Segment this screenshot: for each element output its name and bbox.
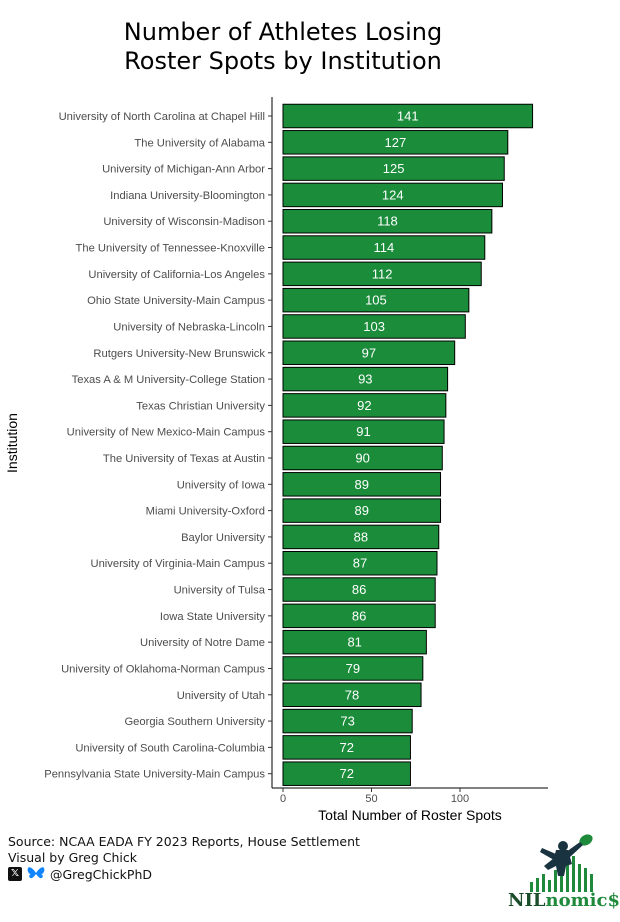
bar-value-label: 124 bbox=[382, 187, 404, 202]
bar-value-label: 78 bbox=[345, 687, 359, 702]
bar-value-label: 88 bbox=[354, 529, 368, 544]
bar bbox=[282, 603, 436, 629]
bar bbox=[282, 340, 456, 366]
bar-value-label: 118 bbox=[377, 214, 398, 229]
x-tick-label: 100 bbox=[451, 793, 469, 805]
y-tick-label: University of North Carolina at Chapel H… bbox=[59, 111, 265, 123]
bar-value-label: 141 bbox=[397, 109, 419, 124]
bar-value-label: 79 bbox=[346, 661, 360, 676]
bar-value-label: 103 bbox=[363, 319, 385, 334]
bar bbox=[282, 708, 413, 734]
y-tick-label: Georgia Southern University bbox=[124, 716, 265, 728]
x-tick-label: 50 bbox=[365, 793, 377, 805]
bar bbox=[282, 524, 440, 550]
x-axis-title: Total Number of Roster Spots bbox=[318, 807, 502, 823]
bar bbox=[282, 472, 442, 497]
y-tick-label: Pennsylvania State University-Main Campu… bbox=[44, 769, 265, 781]
y-tick-label: University of Virginia-Main Campus bbox=[90, 558, 265, 570]
bar-value-label: 127 bbox=[385, 135, 407, 150]
bar-value-label: 89 bbox=[355, 503, 369, 518]
bar bbox=[282, 735, 411, 760]
bar-value-label: 87 bbox=[353, 556, 367, 571]
y-tick-label: The University of Tennessee-Knoxville bbox=[76, 243, 265, 255]
bar bbox=[282, 314, 466, 339]
y-tick-label: Iowa State University bbox=[160, 611, 265, 623]
y-tick-label: Texas A & M University-College Station bbox=[72, 374, 265, 386]
bar-value-label: 73 bbox=[340, 714, 354, 729]
y-tick-label: Indiana University-Bloomington bbox=[110, 190, 265, 202]
bar bbox=[282, 419, 445, 444]
bar bbox=[282, 629, 427, 655]
bar-value-label: 112 bbox=[372, 266, 393, 281]
bar-value-label: 93 bbox=[358, 372, 372, 387]
y-tick-label: Baylor University bbox=[181, 532, 265, 544]
y-axis-title: Institution bbox=[4, 413, 20, 473]
bar-value-label: 86 bbox=[352, 582, 366, 597]
y-tick-label: The University of Alabama bbox=[134, 137, 265, 149]
bar bbox=[282, 261, 482, 287]
butterfly-icon bbox=[27, 867, 45, 879]
bar-value-label: 105 bbox=[365, 293, 387, 308]
y-tick-label: University of Wisconsin-Madison bbox=[103, 216, 265, 228]
y-tick-label: Ohio State University-Main Campus bbox=[87, 295, 265, 307]
bar-value-label: 90 bbox=[355, 451, 369, 466]
y-tick-label: University of Nebraska-Lincoln bbox=[113, 321, 265, 333]
bar-chart: 141 University of North Carolina at Chape… bbox=[4, 97, 548, 823]
y-tick-label: University of New Mexico-Main Campus bbox=[67, 427, 266, 439]
bar bbox=[282, 445, 443, 471]
bar-value-label: 89 bbox=[355, 477, 369, 492]
bar bbox=[282, 393, 447, 418]
bar-value-label: 114 bbox=[374, 240, 395, 255]
y-tick-label: Texas Christian University bbox=[136, 400, 265, 412]
social-handle: @GregChickPhD bbox=[50, 866, 152, 882]
bar bbox=[282, 103, 534, 129]
bar-value-label: 86 bbox=[352, 608, 366, 623]
x-tick-label: 0 bbox=[280, 793, 286, 805]
y-tick-label: University of Iowa bbox=[177, 479, 266, 491]
logo-text-main: NIL bbox=[508, 890, 546, 911]
bar bbox=[282, 577, 436, 602]
bar-value-label: 72 bbox=[339, 740, 353, 755]
y-tick-label: University of South Carolina-Columbia bbox=[75, 742, 265, 754]
y-tick-label: University of California-Los Angeles bbox=[88, 269, 265, 281]
y-tick-label: University of Oklahoma-Norman Campus bbox=[61, 663, 265, 675]
y-tick-label: University of Michigan-Ann Arbor bbox=[102, 164, 265, 176]
bar bbox=[282, 287, 470, 313]
bar-value-label: 97 bbox=[362, 345, 376, 360]
y-tick-label: Miami University-Oxford bbox=[146, 506, 265, 518]
nilnomics-logo: NILnomic$ bbox=[508, 830, 620, 916]
bar-value-label: 91 bbox=[356, 424, 370, 439]
bar bbox=[282, 208, 493, 234]
bar-value-label: 81 bbox=[347, 635, 361, 650]
bar bbox=[282, 156, 505, 181]
social-handles: 𝕏 @GregChickPhD bbox=[8, 866, 152, 882]
logo-text-accent: nomic$ bbox=[545, 890, 620, 911]
bar bbox=[282, 656, 424, 681]
x-logo-icon: 𝕏 bbox=[8, 867, 22, 881]
chart-title-line-1: Number of Athletes Losing bbox=[123, 18, 443, 46]
y-tick-label: The University of Texas at Austin bbox=[103, 453, 265, 465]
y-tick-label: University of Utah bbox=[177, 690, 265, 702]
bar bbox=[282, 182, 503, 208]
bar-value-label: 92 bbox=[357, 398, 371, 413]
source-note: Source: NCAA EADA FY 2023 Reports, House… bbox=[8, 834, 360, 849]
visual-credit: Visual by Greg Chick bbox=[8, 850, 137, 865]
bar bbox=[282, 550, 438, 576]
y-tick-label: University of Notre Dame bbox=[140, 637, 265, 649]
chart-title: Number of Athletes Losing Roster Spots b… bbox=[0, 18, 566, 76]
y-tick-label: University of Tulsa bbox=[174, 585, 266, 597]
chart-title-line-2: Roster Spots by Institution bbox=[124, 47, 442, 75]
y-tick-label: Rutgers University-New Brunswick bbox=[93, 348, 265, 360]
bar bbox=[282, 130, 509, 155]
logo-wordmark: NILnomic$ bbox=[508, 890, 620, 911]
bar bbox=[282, 761, 411, 786]
bar bbox=[282, 498, 442, 523]
bar bbox=[282, 682, 422, 708]
bar bbox=[282, 366, 449, 392]
bar bbox=[282, 235, 486, 260]
bar-value-label: 125 bbox=[383, 161, 405, 176]
football-player-catch-icon bbox=[530, 834, 593, 892]
bar-value-label: 72 bbox=[339, 766, 353, 781]
